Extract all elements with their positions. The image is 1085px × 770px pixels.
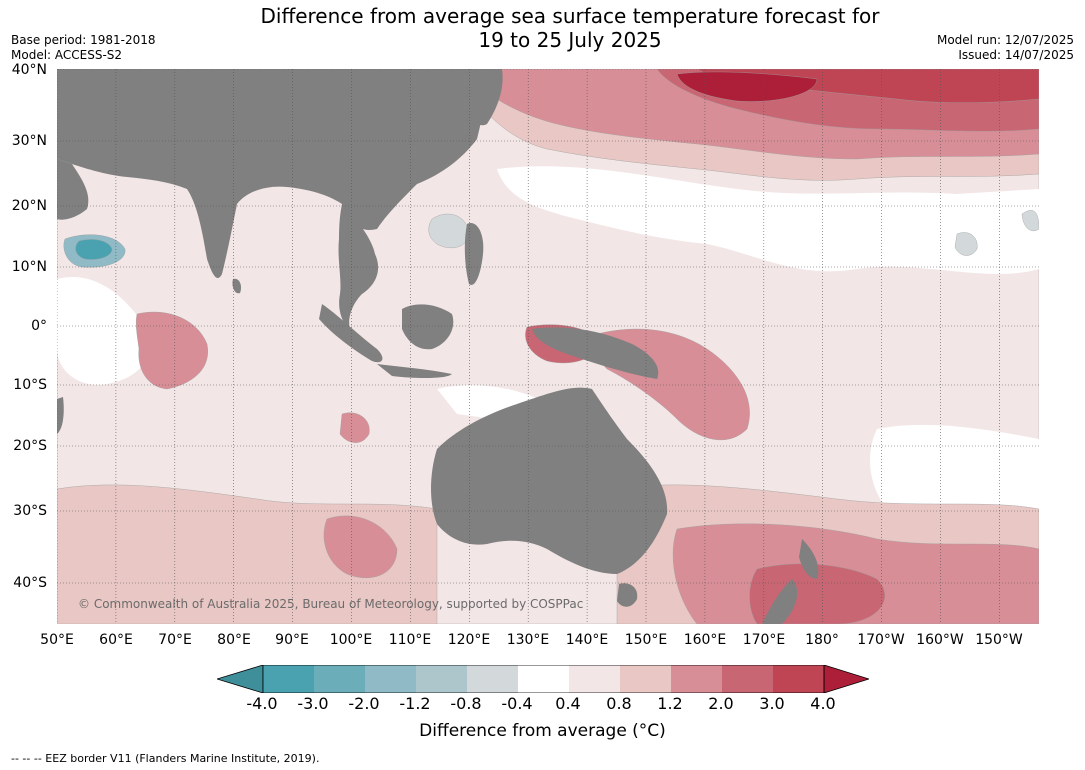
colorbar-bin — [773, 665, 824, 693]
anomaly-region-white-north — [497, 166, 1039, 274]
anomaly-region-white-indian — [57, 277, 150, 385]
lat-label-10s: 10°S — [13, 377, 47, 393]
colorbar-frame — [262, 665, 825, 693]
colorbar-bin — [671, 665, 722, 693]
lon-label-160e: 160°E — [683, 632, 727, 648]
lon-label-170e: 170°E — [742, 632, 786, 648]
colorbar-bin — [263, 665, 314, 693]
lon-label-100e: 100°E — [329, 632, 373, 648]
lat-label-10n: 10°N — [11, 259, 47, 275]
colorbar-tick: 0.4 — [555, 694, 581, 713]
lon-label-120e: 120°E — [447, 632, 491, 648]
land-indochina — [338, 204, 379, 329]
colorbar-label: Difference from average (°C) — [419, 721, 666, 741]
meta-right: Model run: 12/07/2025 Issued: 14/07/2025 — [937, 33, 1074, 63]
colorbar-bin — [569, 665, 620, 693]
land-japan — [475, 69, 503, 126]
colorbar-tick: -0.4 — [501, 694, 533, 713]
lon-label-50e: 50°E — [40, 632, 74, 648]
anomaly-region-warm-aus-west — [339, 412, 370, 443]
colorbar-tick: -2.0 — [348, 694, 380, 713]
model-run: Model run: 12/07/2025 — [936, 33, 1074, 47]
base-period: Base period: 1981-2018 — [11, 33, 156, 47]
lat-label-20s: 20°S — [13, 438, 47, 454]
lat-label-40s: 40°S — [13, 575, 47, 591]
land-arabia — [57, 159, 89, 220]
sst-anomaly-map — [57, 69, 1039, 624]
land-new-guinea — [532, 327, 659, 379]
anomaly-region-warm-indian-eq — [135, 311, 208, 390]
colorbar — [217, 665, 869, 693]
land-borneo — [402, 304, 454, 350]
colorbar-tick: 1.2 — [657, 694, 683, 713]
land-masses — [57, 69, 819, 624]
eez-footnote: -- -- -- EEZ border V11 (Flanders Marine… — [11, 752, 320, 765]
title-line-1: Difference from average sea surface temp… — [260, 4, 880, 28]
anomaly-region-warm-south-indian-core — [323, 515, 398, 578]
colorbar-bin — [416, 665, 467, 693]
land-new-zealand-north — [799, 539, 819, 579]
colorbar-bin — [518, 665, 569, 693]
lon-label-140e: 140°E — [565, 632, 609, 648]
land-sri-lanka — [232, 278, 242, 294]
anomaly-region-cool-pacific-ne — [1021, 210, 1039, 232]
anomaly-region-cool-philippine — [954, 232, 978, 256]
colorbar-tick: -4.0 — [246, 694, 278, 713]
lon-label-90e: 90°E — [275, 632, 309, 648]
colorbar-bin — [722, 665, 773, 693]
colorbar-under-arrow — [217, 665, 264, 693]
issued-date: Issued: 14/07/2025 — [958, 48, 1074, 62]
lat-label-30n: 30°N — [11, 133, 47, 149]
lon-label-70e: 70°E — [158, 632, 192, 648]
colorbar-tick: 4.0 — [810, 694, 836, 713]
colorbar-tick: -0.8 — [450, 694, 482, 713]
colorbar-tick: -3.0 — [297, 694, 329, 713]
anomaly-region-warm-npac-4 — [676, 71, 818, 102]
lon-label-60e: 60°E — [99, 632, 133, 648]
lon-label-110e: 110°E — [388, 632, 432, 648]
lon-label-170w: 170°W — [857, 632, 905, 648]
meta-left: Base period: 1981-2018 Model: ACCESS-S2 — [11, 33, 156, 63]
colorbar-over-arrow — [823, 665, 869, 693]
land-new-zealand-south — [762, 579, 798, 624]
land-java — [377, 364, 452, 379]
map-title: Difference from average sea surface temp… — [0, 4, 1085, 52]
land-asia — [57, 69, 489, 279]
lon-label-180: 180° — [805, 632, 839, 648]
model-name: Model: ACCESS-S2 — [11, 48, 123, 62]
colorbar-bin — [467, 665, 518, 693]
title-line-2: 19 to 25 July 2025 — [478, 28, 662, 52]
colorbar-bin — [620, 665, 671, 693]
lat-label-0: 0° — [31, 318, 47, 334]
lon-label-160w: 160°W — [916, 632, 964, 648]
map-canvas — [57, 69, 1039, 624]
land-tasmania — [617, 583, 638, 607]
land-madagascar-edge — [57, 397, 64, 434]
land-australia — [431, 387, 668, 574]
colorbar-tick: 2.0 — [708, 694, 734, 713]
land-philippines — [464, 223, 484, 285]
lat-label-40n: 40°N — [11, 62, 47, 78]
anomaly-region-cool-scs — [428, 213, 470, 249]
lon-label-80e: 80°E — [217, 632, 251, 648]
colorbar-bin — [365, 665, 416, 693]
land-sumatra — [319, 304, 383, 363]
colorbar-tick: -1.2 — [399, 694, 431, 713]
lon-label-150e: 150°E — [624, 632, 668, 648]
anomaly-region-cool-arabian-core — [75, 239, 113, 260]
copyright-notice: © Commonwealth of Australia 2025, Bureau… — [78, 597, 584, 611]
lat-label-20n: 20°N — [11, 198, 47, 214]
lon-label-130e: 130°E — [506, 632, 550, 648]
colorbar-tick: 3.0 — [759, 694, 785, 713]
colorbar-tick: 0.8 — [606, 694, 632, 713]
colorbar-bin — [314, 665, 365, 693]
graticule — [57, 69, 1039, 624]
lon-label-150w: 150°W — [975, 632, 1023, 648]
lat-label-30s: 30°S — [13, 503, 47, 519]
